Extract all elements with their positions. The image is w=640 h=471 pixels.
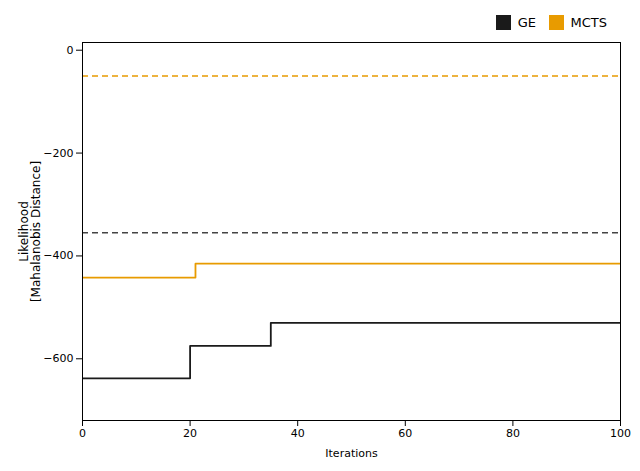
svg-text:0: 0 <box>67 44 74 57</box>
svg-text:−400: −400 <box>43 249 73 262</box>
svg-text:100: 100 <box>610 427 631 440</box>
svg-text:−200: −200 <box>43 147 73 160</box>
svg-text:−600: −600 <box>43 352 73 365</box>
svg-text:60: 60 <box>398 427 412 440</box>
svg-text:80: 80 <box>506 427 520 440</box>
svg-text:Iterations: Iterations <box>325 447 378 460</box>
svg-text:0: 0 <box>79 427 86 440</box>
svg-text:40: 40 <box>291 427 305 440</box>
html-text:MCTS: MCTS <box>570 15 607 30</box>
svg-text:20: 20 <box>183 427 197 440</box>
html-text:GE: GE <box>517 15 536 30</box>
svg-text:Likelihood[Mahalanobis Distanc: Likelihood[Mahalanobis Distance] <box>17 161 43 302</box>
